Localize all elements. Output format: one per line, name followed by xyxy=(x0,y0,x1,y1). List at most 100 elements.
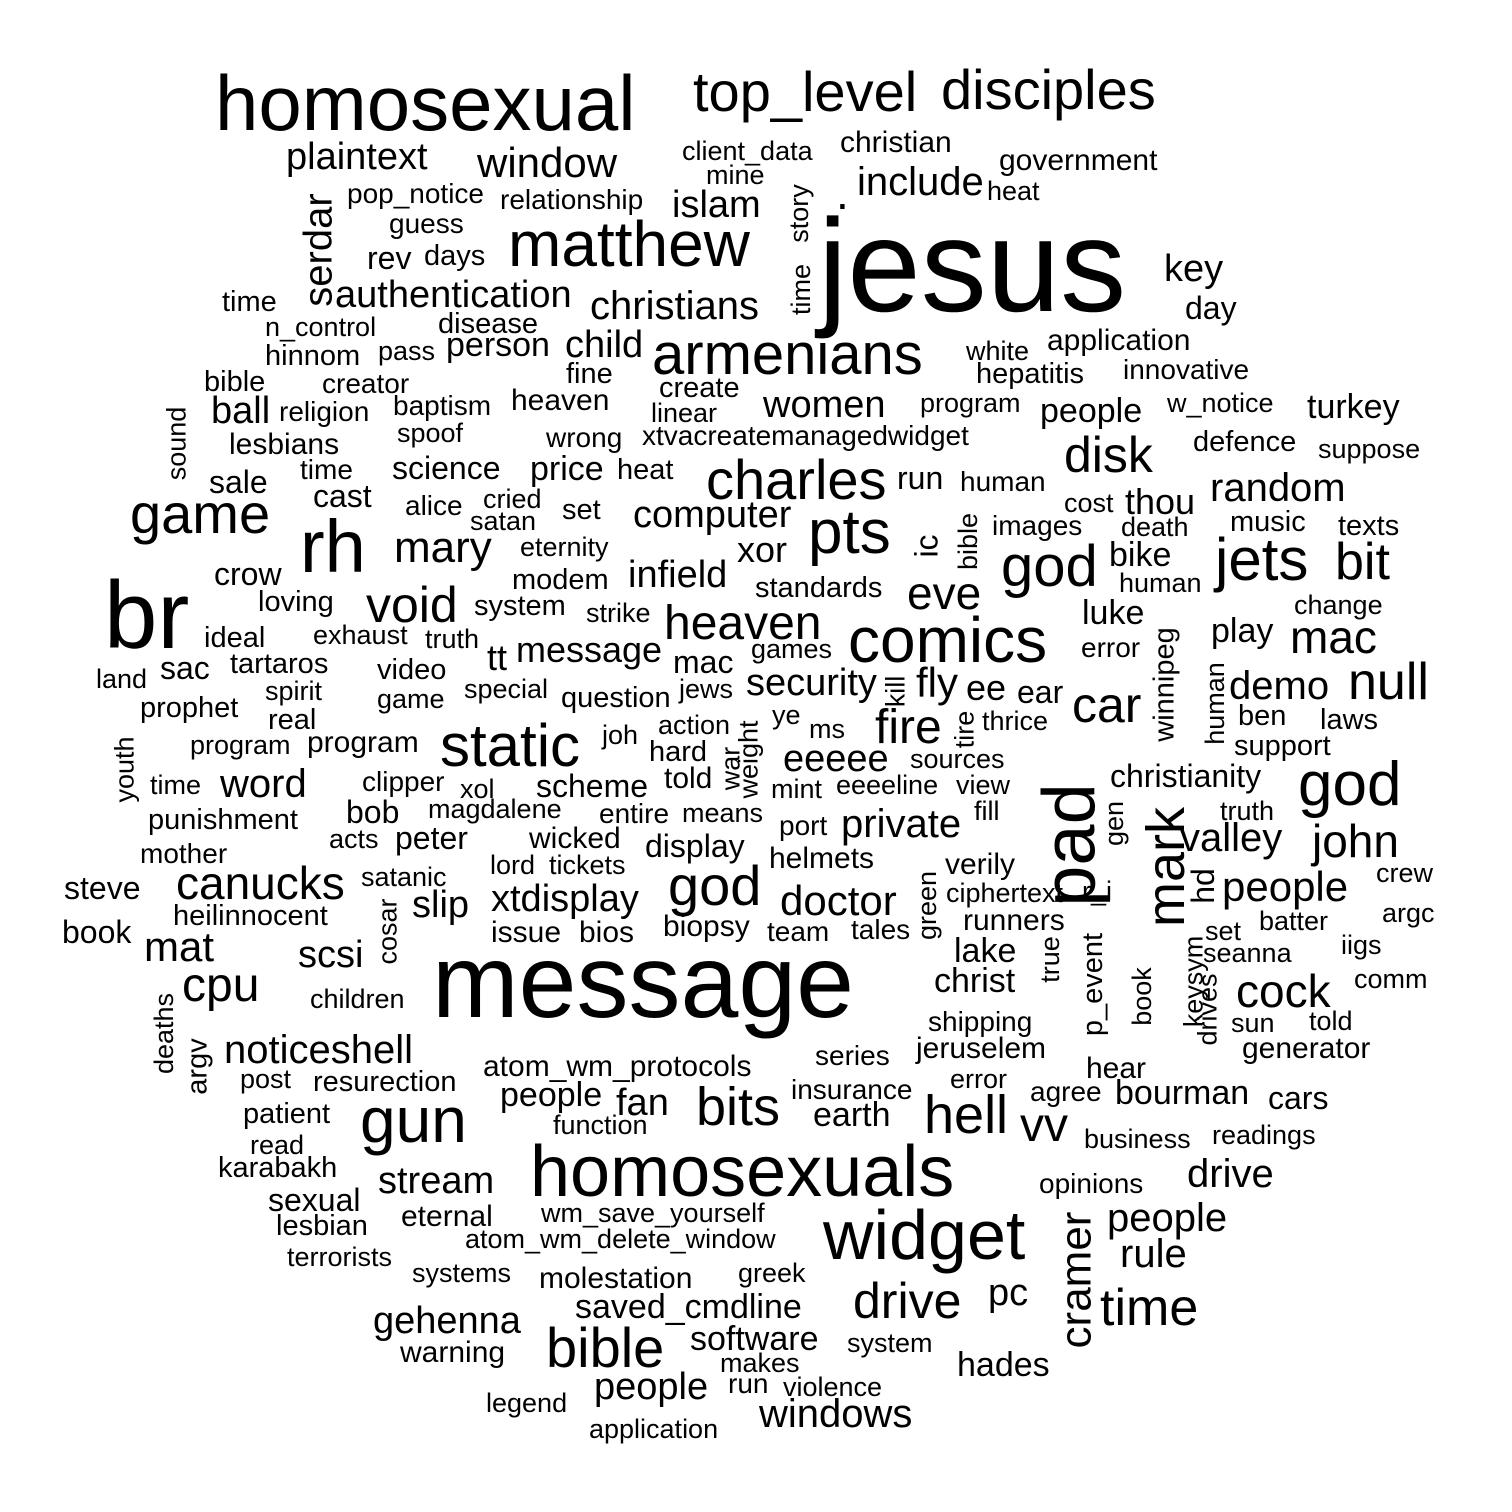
word-time: time xyxy=(1100,1279,1199,1337)
word-valley: valley xyxy=(1180,816,1283,860)
word-run: run xyxy=(897,460,944,496)
word-sale: sale xyxy=(209,464,268,500)
word-port: port xyxy=(779,810,828,841)
word-christians: christians xyxy=(590,284,759,328)
word-luke: luke xyxy=(1082,594,1145,632)
word-bible: bible xyxy=(546,1316,665,1379)
word-human: human xyxy=(1199,662,1230,745)
word-god: god xyxy=(668,854,762,917)
word-message: message xyxy=(516,629,663,670)
word-game: game xyxy=(377,684,445,714)
word-seanna: seanna xyxy=(1203,938,1292,968)
word-jeruselem: jeruselem xyxy=(916,1032,1047,1065)
word-top-level: top_level xyxy=(693,60,918,123)
word-post: post xyxy=(240,1064,292,1094)
word-patient: patient xyxy=(243,1098,331,1130)
word-punishment: punishment xyxy=(148,804,298,836)
word-wicked: wicked xyxy=(529,822,621,855)
word-islam: islam xyxy=(672,184,761,226)
word-authentication: authentication xyxy=(335,274,572,316)
word-bike: bike xyxy=(1109,536,1172,574)
word-gen: gen xyxy=(1099,800,1130,847)
word-prophet: prophet xyxy=(140,692,239,724)
word-dot: . xyxy=(836,167,849,219)
word-cramer: cramer xyxy=(1051,1211,1101,1349)
word-disk: disk xyxy=(1064,427,1153,483)
word-scheme: scheme xyxy=(536,768,649,804)
word-mine: mine xyxy=(706,160,765,190)
word-government: government xyxy=(999,144,1158,177)
word-laws: laws xyxy=(1320,704,1379,736)
word-truth: truth xyxy=(425,624,480,654)
word-argv: argv xyxy=(181,1038,214,1095)
word-create: create xyxy=(659,372,740,404)
word-ciphertext: ciphertext xyxy=(946,878,1064,908)
word-doctor: doctor xyxy=(780,877,897,924)
word-jets: jets xyxy=(1215,526,1309,593)
word-baptism: baptism xyxy=(393,390,492,421)
word-child: child xyxy=(565,324,644,366)
word-static: static xyxy=(440,712,581,779)
word-deaths: deaths xyxy=(149,992,180,1075)
word-rh: rh xyxy=(300,505,366,588)
word-runners: runners xyxy=(963,904,1065,937)
word-ye: ye xyxy=(772,700,801,730)
word-vv: vv xyxy=(1020,1099,1068,1152)
word-ben: ben xyxy=(1238,700,1287,732)
word-day: day xyxy=(1185,290,1237,326)
word-human: human xyxy=(1119,568,1202,598)
word-private: private xyxy=(841,802,962,846)
word-guess: guess xyxy=(389,208,464,239)
word-drive: drive xyxy=(853,1273,962,1329)
word-people: people xyxy=(1222,863,1349,910)
word-sun: sun xyxy=(1231,1008,1275,1038)
word-hinnom: hinnom xyxy=(265,340,361,372)
word-standards: standards xyxy=(755,572,883,604)
word-karabakh: karabakh xyxy=(218,1152,338,1184)
word-widget: widget xyxy=(823,1196,1026,1274)
word-iigs: iigs xyxy=(1341,930,1382,960)
word-lesbians: lesbians xyxy=(229,428,340,461)
word-entire: entire xyxy=(599,798,670,829)
word-program: program xyxy=(307,726,419,759)
word-people: people xyxy=(1040,392,1143,430)
word-strike: strike xyxy=(586,598,651,628)
word-linear: linear xyxy=(651,398,718,428)
word-christianity: christianity xyxy=(1110,758,1262,794)
word-application: application xyxy=(1047,324,1191,357)
word-agree: agree xyxy=(1030,1076,1102,1107)
word-legend: legend xyxy=(486,1388,568,1418)
word-tt: tt xyxy=(487,637,508,678)
word-cried: cried xyxy=(483,484,542,514)
word-homosexual: homosexual xyxy=(215,59,636,147)
word-drives: drives xyxy=(1192,973,1223,1046)
word-spirit: spirit xyxy=(265,676,323,706)
word-john: john xyxy=(1312,815,1399,867)
word-random: random xyxy=(1210,466,1346,510)
word-ms: ms xyxy=(809,714,845,744)
word-told: told xyxy=(1309,1006,1353,1036)
word-death: death xyxy=(1121,512,1189,542)
word-fire: fire xyxy=(875,701,942,754)
word-sac: sac xyxy=(160,650,210,686)
word-texts: texts xyxy=(1338,510,1400,542)
word-rev: rev xyxy=(367,240,412,276)
word-eeeee: eeeee xyxy=(783,738,889,780)
word-error: error xyxy=(1081,632,1141,663)
word-mary: mary xyxy=(394,523,492,572)
word-function: function xyxy=(553,1110,648,1140)
word-atom-wm-delete-window: atom_wm_delete_window xyxy=(465,1224,776,1254)
word-heilinnocent: heilinnocent xyxy=(173,900,328,932)
word-women: women xyxy=(763,384,886,426)
word-bible: bible xyxy=(204,366,266,398)
word-void: void xyxy=(366,577,458,633)
word-mac: mac xyxy=(673,644,734,680)
word-christian: christian xyxy=(840,126,952,159)
word-read: read xyxy=(250,1130,305,1160)
word-tales: tales xyxy=(851,914,911,945)
word-gun: gun xyxy=(360,1084,467,1156)
word-spoof: spoof xyxy=(397,418,464,448)
word-change: change xyxy=(1294,590,1383,620)
word-fly: fly xyxy=(916,659,958,706)
word-crow: crow xyxy=(214,556,282,592)
